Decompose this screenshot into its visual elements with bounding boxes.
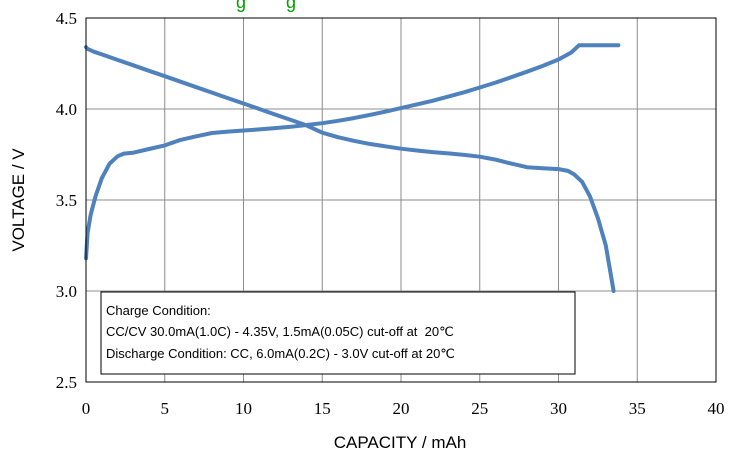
x-tick-label: 25 bbox=[471, 399, 488, 418]
x-tick-label: 10 bbox=[235, 399, 252, 418]
gridlines bbox=[86, 18, 716, 382]
tick-labels: 0 5 10 15 20 25 30 35 40 2.5 3.0 3.5 4.0 4.5 bbox=[56, 9, 725, 418]
condition-line-3: Discharge Condition: CC, 6.0mA(0.2C) - 3… bbox=[106, 346, 455, 361]
chart-title-partial: g g bbox=[236, 0, 296, 12]
x-tick-label: 5 bbox=[161, 399, 170, 418]
x-tick-label: 35 bbox=[629, 399, 646, 418]
x-axis-title: CAPACITY / mAh bbox=[334, 433, 467, 452]
y-axis-title: VOLTAGE / V bbox=[9, 148, 28, 252]
plot-area bbox=[85, 17, 717, 383]
y-tick-label: 3.5 bbox=[56, 191, 77, 210]
y-tick-label: 3.0 bbox=[56, 282, 77, 301]
x-tick-label: 40 bbox=[708, 399, 725, 418]
condition-line-2: CC/CV 30.0mA(1.0C) - 4.35V, 1.5mA(0.05C)… bbox=[106, 324, 454, 339]
x-tick-label: 15 bbox=[314, 399, 331, 418]
condition-box-frame bbox=[100, 291, 576, 375]
condition-line-1: Charge Condition: bbox=[106, 303, 211, 318]
discharge-curve bbox=[84, 45, 616, 293]
charge-curve bbox=[84, 43, 621, 261]
y-tick-label: 4.5 bbox=[56, 9, 77, 28]
x-tick-label: 30 bbox=[550, 399, 567, 418]
y-tick-label: 4.0 bbox=[56, 100, 77, 119]
condition-box: Charge Condition: CC/CV 30.0mA(1.0C) - 4… bbox=[100, 291, 576, 375]
series-lines bbox=[84, 43, 621, 293]
x-tick-label: 0 bbox=[82, 399, 91, 418]
y-tick-label: 2.5 bbox=[56, 373, 77, 392]
x-tick-label: 20 bbox=[393, 399, 410, 418]
